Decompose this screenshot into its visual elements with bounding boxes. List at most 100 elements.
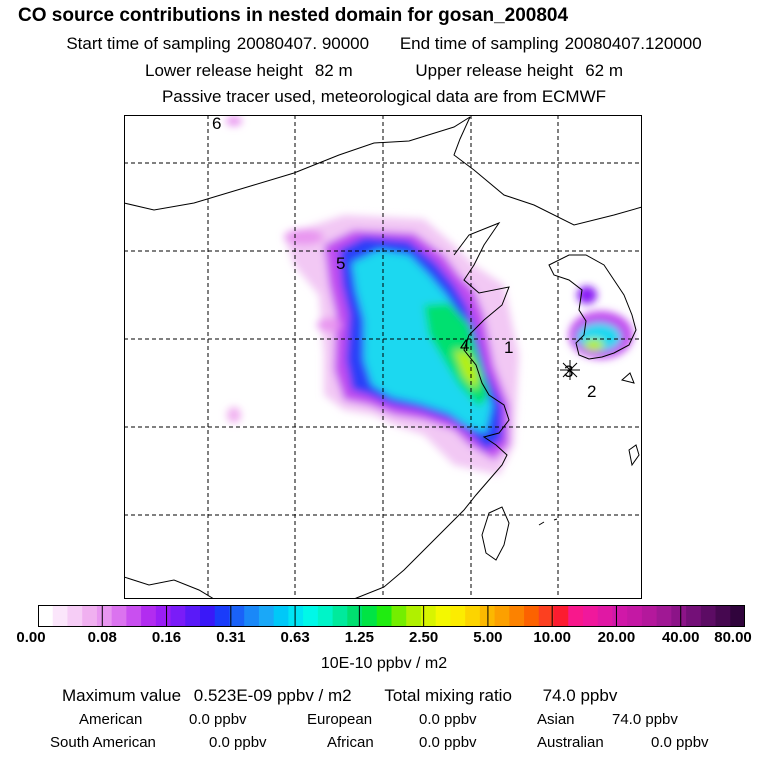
color-cell bbox=[568, 605, 584, 627]
color-cell bbox=[671, 605, 687, 627]
upper-release-height: Upper release height 62 m bbox=[415, 61, 623, 81]
color-cell bbox=[553, 605, 569, 627]
color-cell bbox=[509, 605, 525, 627]
color-cell bbox=[406, 605, 422, 627]
contour-yellow-green bbox=[454, 350, 479, 390]
australian-label: Australian bbox=[537, 734, 604, 751]
color-scale-dividers bbox=[101, 605, 682, 627]
color-cell bbox=[332, 605, 348, 627]
color-cell bbox=[185, 605, 201, 627]
color-cell bbox=[627, 605, 643, 627]
color-cell bbox=[200, 605, 216, 627]
south-american-value: 0.0 ppbv bbox=[209, 734, 267, 751]
color-cell bbox=[317, 605, 334, 627]
color-cell bbox=[641, 605, 658, 627]
start-time-value: 20080407. 90000 bbox=[236, 34, 370, 53]
lower-height-label: Lower release height bbox=[145, 61, 303, 80]
marker-2: 2 bbox=[587, 382, 596, 401]
end-time: End time of sampling 20080407.120000 bbox=[400, 34, 702, 54]
color-cell bbox=[155, 605, 172, 627]
color-scale-tick: 0.16 bbox=[151, 629, 182, 646]
color-cell bbox=[96, 605, 113, 627]
color-scale-tick: 1.25 bbox=[344, 629, 374, 646]
european-label: European bbox=[307, 711, 373, 728]
tracer-note: Passive tracer used, meteorological data… bbox=[161, 87, 607, 106]
marker-5: 5 bbox=[336, 254, 345, 273]
color-cell bbox=[229, 605, 245, 627]
max-value-label: Maximum value bbox=[62, 686, 182, 705]
south-american-label: South American bbox=[50, 734, 156, 751]
color-cell bbox=[347, 605, 363, 627]
marker-6: 6 bbox=[212, 115, 221, 133]
total-mixing-value: 74.0 ppbv bbox=[542, 686, 618, 705]
color-cell bbox=[126, 605, 142, 627]
color-cell bbox=[538, 605, 555, 627]
lower-height-value: 82 m bbox=[314, 61, 353, 80]
color-scale-tick: 20.00 bbox=[597, 629, 636, 646]
start-time: Start time of sampling 20080407. 90000 bbox=[66, 34, 369, 54]
color-cell bbox=[376, 605, 393, 627]
color-cell bbox=[450, 605, 466, 627]
color-scale-tick: 0.63 bbox=[280, 629, 310, 646]
marker-1: 1 bbox=[504, 338, 513, 357]
color-scale-ticks: 0.00 0.08 0.16 0.31 0.63 1.25 2.50 5.00 10.00 20.… bbox=[0, 629, 768, 651]
map-frame bbox=[124, 115, 642, 599]
american-label: American bbox=[79, 711, 143, 728]
color-cell bbox=[465, 605, 481, 627]
end-time-value: 20080407.120000 bbox=[564, 34, 702, 53]
upper-height-label: Upper release height bbox=[415, 61, 574, 80]
color-cell bbox=[435, 605, 452, 627]
max-value: 0.523E-09 ppbv / m2 bbox=[193, 686, 352, 705]
color-cell bbox=[582, 605, 599, 627]
color-cell bbox=[597, 605, 614, 627]
north-patch bbox=[226, 116, 242, 126]
sampling-times: Start time of sampling 20080407. 90000 En… bbox=[0, 34, 768, 54]
contour-cyan bbox=[352, 250, 492, 433]
start-time-label: Start time of sampling bbox=[66, 34, 231, 53]
asian-value: 74.0 ppbv bbox=[612, 711, 678, 728]
release-heights: Lower release height 82 m Upper release h… bbox=[0, 61, 768, 81]
coastline bbox=[124, 116, 642, 599]
color-cell bbox=[38, 605, 54, 627]
color-scale-tick: 5.00 bbox=[473, 629, 503, 646]
color-scale-tick: 0.00 bbox=[16, 629, 46, 646]
asian-label: Asian bbox=[537, 711, 575, 728]
color-scale-tick: 2.50 bbox=[409, 629, 439, 646]
color-cell bbox=[715, 605, 731, 627]
color-cell bbox=[170, 605, 186, 627]
color-scale-cells bbox=[38, 605, 745, 627]
color-cell bbox=[494, 605, 510, 627]
northwest-patch bbox=[284, 229, 324, 245]
marker-4: 4 bbox=[460, 336, 469, 355]
color-cell bbox=[730, 605, 745, 627]
page-title: CO source contributions in nested domain… bbox=[18, 5, 569, 26]
color-cell bbox=[244, 605, 260, 627]
graticule bbox=[124, 115, 642, 599]
color-cell bbox=[273, 605, 289, 627]
total-mixing-label: Total mixing ratio bbox=[384, 686, 512, 705]
color-cell bbox=[111, 605, 127, 627]
color-scale-tick: 10.00 bbox=[533, 629, 571, 646]
color-scale-tick: 0.31 bbox=[216, 629, 246, 646]
source-contribution-map: 1 2 3 4 5 6 bbox=[124, 115, 642, 599]
receptor-star bbox=[560, 360, 580, 380]
color-cell bbox=[288, 605, 304, 627]
african-value: 0.0 ppbv bbox=[419, 734, 477, 751]
lower-release-height: Lower release height 82 m bbox=[145, 61, 353, 81]
upper-height-value: 62 m bbox=[585, 61, 623, 80]
color-cell bbox=[524, 605, 540, 627]
color-scale-bar bbox=[38, 605, 745, 627]
color-cell bbox=[656, 605, 672, 627]
color-cell bbox=[82, 605, 98, 627]
korea-blob-core bbox=[584, 339, 604, 351]
color-cell bbox=[258, 605, 275, 627]
color-cell bbox=[67, 605, 83, 627]
color-cell bbox=[303, 605, 319, 627]
west-violet-patch bbox=[317, 318, 341, 332]
map-markers: 1 2 3 4 5 6 bbox=[212, 115, 596, 401]
american-value: 0.0 ppbv bbox=[189, 711, 247, 728]
color-cell bbox=[391, 605, 407, 627]
far-west-patch bbox=[227, 407, 241, 423]
end-time-label: End time of sampling bbox=[399, 34, 559, 53]
color-scale-frame bbox=[38, 605, 745, 627]
